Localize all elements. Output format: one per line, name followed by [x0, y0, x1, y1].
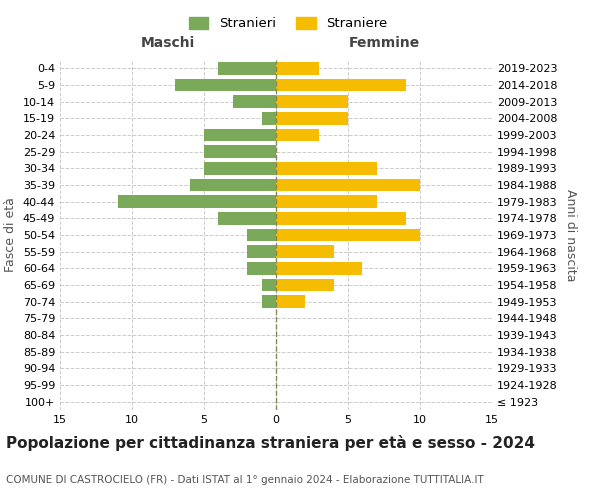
- Bar: [218, 212, 276, 224]
- Bar: [276, 162, 377, 174]
- Text: Femmine: Femmine: [349, 36, 419, 50]
- Bar: [276, 279, 334, 291]
- Text: COMUNE DI CASTROCIELO (FR) - Dati ISTAT al 1° gennaio 2024 - Elaborazione TUTTIT: COMUNE DI CASTROCIELO (FR) - Dati ISTAT …: [6, 475, 484, 485]
- Bar: [247, 262, 276, 274]
- Bar: [118, 196, 276, 208]
- Bar: [276, 179, 420, 192]
- Bar: [276, 79, 406, 92]
- Bar: [218, 62, 276, 74]
- Bar: [175, 79, 276, 92]
- Legend: Stranieri, Straniere: Stranieri, Straniere: [184, 12, 392, 36]
- Text: Maschi: Maschi: [141, 36, 195, 50]
- Bar: [276, 262, 362, 274]
- Bar: [276, 196, 377, 208]
- Bar: [204, 162, 276, 174]
- Bar: [276, 246, 334, 258]
- Bar: [276, 129, 319, 141]
- Bar: [276, 112, 348, 124]
- Bar: [276, 212, 406, 224]
- Bar: [190, 179, 276, 192]
- Text: Popolazione per cittadinanza straniera per età e sesso - 2024: Popolazione per cittadinanza straniera p…: [6, 435, 535, 451]
- Bar: [262, 112, 276, 124]
- Bar: [276, 62, 319, 74]
- Bar: [204, 146, 276, 158]
- Bar: [204, 129, 276, 141]
- Bar: [262, 296, 276, 308]
- Bar: [276, 229, 420, 241]
- Y-axis label: Fasce di età: Fasce di età: [4, 198, 17, 272]
- Bar: [276, 296, 305, 308]
- Bar: [233, 96, 276, 108]
- Bar: [262, 279, 276, 291]
- Bar: [276, 96, 348, 108]
- Bar: [247, 229, 276, 241]
- Y-axis label: Anni di nascita: Anni di nascita: [564, 188, 577, 281]
- Bar: [247, 246, 276, 258]
